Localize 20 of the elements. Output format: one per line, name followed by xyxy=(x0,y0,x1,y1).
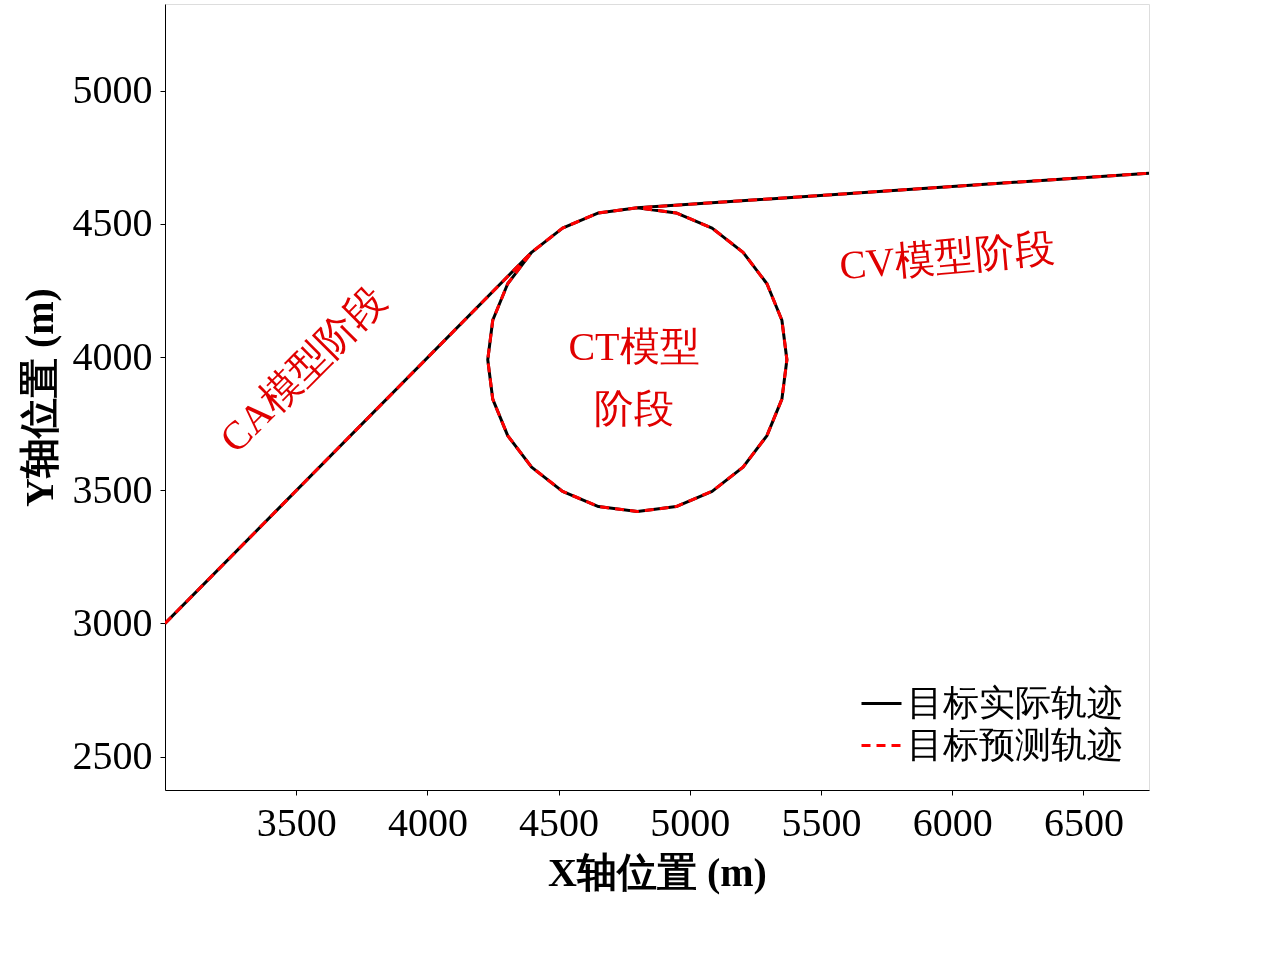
y-tick-label: 3000 xyxy=(72,599,153,645)
y-axis-title: Y轴位置 (m) xyxy=(16,288,62,507)
y-tick-label: 4500 xyxy=(72,200,153,246)
x-tick-label: 5000 xyxy=(650,799,731,845)
y-tick-label: 4000 xyxy=(72,333,153,379)
annotation: CT模型阶段 xyxy=(568,324,700,431)
x-axis-title: X轴位置 (m) xyxy=(548,849,767,895)
annotation: CV模型阶段 xyxy=(837,224,1057,289)
x-tick-label: 6000 xyxy=(912,799,993,845)
legend-label: 目标实际轨迹 xyxy=(907,682,1123,723)
annotation: CA模型阶段 xyxy=(210,276,396,462)
x-tick-label: 5500 xyxy=(781,799,862,845)
x-tick-label: 4000 xyxy=(387,799,468,845)
x-tick-label: 4500 xyxy=(519,799,600,845)
y-tick-label: 3500 xyxy=(72,466,153,512)
y-tick-label: 5000 xyxy=(72,67,153,113)
y-tick-label: 2500 xyxy=(72,733,153,779)
x-tick-label: 6500 xyxy=(1043,799,1124,845)
x-tick-label: 3500 xyxy=(256,799,337,845)
legend-label: 目标预测轨迹 xyxy=(907,724,1123,765)
